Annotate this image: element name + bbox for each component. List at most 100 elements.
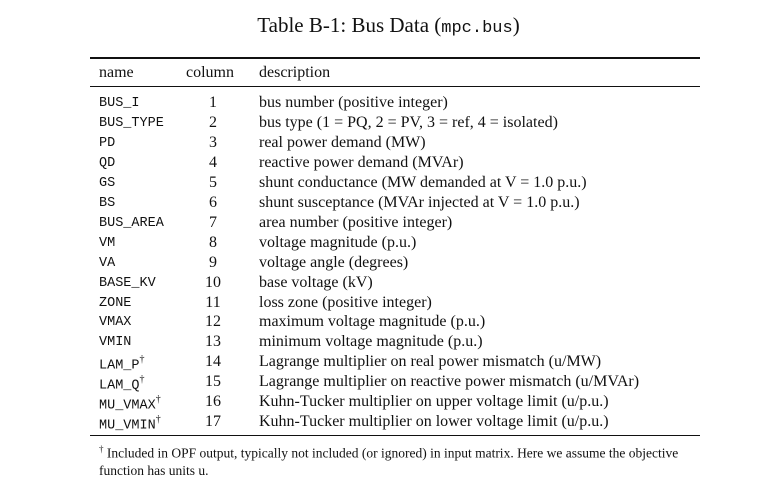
column-number: 15: [205, 373, 221, 391]
field-name: VA: [99, 256, 115, 271]
caption-text: Table B-1: Bus Data: [257, 13, 430, 37]
field-name-text: VM: [99, 235, 116, 251]
field-description: reactive power demand (MVAr): [259, 153, 464, 171]
column-number: 1: [209, 94, 217, 111]
footnote: † Included in OPF output, typically not …: [99, 441, 707, 479]
dagger-mark: †: [155, 414, 161, 426]
bottom-rule: [90, 435, 700, 436]
column-number: 2: [209, 113, 217, 131]
field-name: VMIN: [99, 335, 131, 350]
field-name: BUS_AREA: [99, 216, 164, 231]
field-name-text: VMIN: [99, 335, 132, 351]
header-rule: [90, 86, 700, 87]
table-row: VM 8 voltage magnitude (p.u.): [0, 234, 777, 254]
field-name: BS: [99, 196, 115, 211]
field-name: PD: [99, 136, 115, 151]
field-name: GS: [99, 176, 115, 191]
column-number: 13: [205, 333, 221, 351]
field-name-text: VA: [99, 255, 116, 271]
header-column: column: [186, 64, 234, 81]
field-name-text: QD: [99, 155, 116, 171]
field-name: BUS_TYPE: [99, 116, 164, 131]
column-number: 12: [205, 313, 221, 331]
field-name-text: BUS_AREA: [99, 215, 164, 231]
table-row: BASE_KV 10 base voltage (kV): [0, 274, 777, 294]
field-name-text: MU_VMIN: [99, 418, 156, 434]
table-row: MU_VMAX† 16 Kuhn-Tucker multiplier on uppe…: [0, 393, 777, 414]
field-name-text: GS: [99, 175, 116, 191]
field-name-text: BUS_TYPE: [99, 115, 164, 131]
field-name-text: PD: [99, 135, 116, 151]
table-row: VA 9 voltage angle (degrees): [0, 254, 777, 274]
table-row: LAM_Q† 15 Lagrange multiplier on reactive …: [0, 373, 777, 394]
field-description: shunt conductance (MW demanded at V = 1.…: [259, 173, 587, 191]
caption-code: mpc.bus: [441, 19, 513, 38]
field-description: Lagrange multiplier on real power mismat…: [259, 353, 602, 371]
table-caption: Table B-1: Bus Data (mpc.bus): [257, 13, 520, 38]
field-name-text: BS: [99, 195, 116, 211]
field-description: Kuhn-Tucker multiplier on lower voltage …: [259, 413, 609, 431]
table-row: BS 6 shunt susceptance (MVAr injected at V…: [0, 194, 777, 214]
field-description: bus number (positive integer): [259, 94, 448, 111]
footnote-mark: †: [99, 444, 104, 454]
top-rule: [90, 57, 700, 59]
field-description: voltage angle (degrees): [259, 253, 409, 271]
column-number: 9: [209, 253, 217, 271]
field-description: Lagrange multiplier on reactive power mi…: [259, 373, 640, 391]
field-name-text: BASE_KV: [99, 275, 156, 291]
table-row: MU_VMIN† 17 Kuhn-Tucker multiplier on lowe…: [0, 413, 777, 434]
table-row: PD 3 real power demand (MW): [0, 134, 777, 154]
column-number: 6: [209, 193, 217, 211]
field-name-text: BUS_I: [99, 96, 140, 111]
field-description: real power demand (MW): [259, 133, 426, 151]
field-description: base voltage (kV): [259, 273, 373, 291]
column-number: 16: [205, 393, 221, 411]
dagger-mark: †: [139, 354, 145, 366]
field-name: ZONE: [99, 296, 131, 311]
field-name: VM: [99, 236, 115, 251]
field-name: MU_VMIN†: [99, 414, 161, 434]
dagger-mark: †: [155, 394, 161, 406]
field-name: LAM_Q†: [99, 374, 145, 394]
column-number: 8: [209, 233, 217, 251]
column-number: 5: [209, 173, 217, 191]
table-row: BUS_I 1 bus number (positive integer): [0, 94, 777, 114]
dagger-mark: †: [139, 374, 145, 386]
header-name: name: [99, 64, 134, 81]
table-row: VMIN 13 minimum voltage magnitude (p.u.): [0, 333, 777, 353]
field-description: maximum voltage magnitude (p.u.): [259, 313, 486, 331]
column-number: 4: [209, 153, 217, 171]
field-name-text: ZONE: [99, 295, 132, 311]
field-description: shunt susceptance (MVAr injected at V = …: [259, 193, 580, 211]
field-description: minimum voltage magnitude (p.u.): [259, 333, 483, 351]
table-row: LAM_P† 14 Lagrange multiplier on real powe…: [0, 353, 777, 374]
column-number: 10: [205, 273, 221, 291]
field-name-text: MU_VMAX: [99, 398, 156, 414]
field-description: bus type (1 = PQ, 2 = PV, 3 = ref, 4 = i…: [259, 113, 558, 131]
field-description: area number (positive integer): [259, 213, 453, 231]
footnote-text: Included in OPF output, typically not in…: [99, 445, 679, 478]
field-description: voltage magnitude (p.u.): [259, 233, 417, 251]
header-description: description: [259, 64, 331, 81]
table-row: QD 4 reactive power demand (MVAr): [0, 154, 777, 174]
column-number: 7: [209, 213, 217, 231]
column-number: 14: [205, 353, 221, 371]
field-name-text: VMAX: [99, 315, 132, 331]
column-number: 11: [205, 293, 221, 311]
table-row: BUS_AREA 7 area number (positive integer): [0, 214, 777, 234]
table-row: BUS_TYPE 2 bus type (1 = PQ, 2 = PV, 3 = r…: [0, 114, 777, 134]
field-name: LAM_P†: [99, 354, 145, 374]
field-name: BASE_KV: [99, 276, 156, 291]
column-number: 17: [205, 413, 221, 431]
table-row: GS 5 shunt conductance (MW demanded at V =…: [0, 174, 777, 194]
field-description: Kuhn-Tucker multiplier on upper voltage …: [259, 393, 609, 411]
field-name: VMAX: [99, 315, 131, 330]
field-name-text: LAM_Q: [99, 378, 140, 394]
column-number: 3: [209, 133, 217, 151]
field-description: loss zone (positive integer): [259, 293, 432, 311]
field-name: QD: [99, 156, 115, 171]
table-row: ZONE 11 loss zone (positive integer): [0, 294, 777, 314]
field-name: MU_VMAX†: [99, 394, 161, 414]
table-row: VMAX 12 maximum voltage magnitude (p.u.): [0, 313, 777, 333]
field-name: BUS_I: [99, 96, 140, 111]
